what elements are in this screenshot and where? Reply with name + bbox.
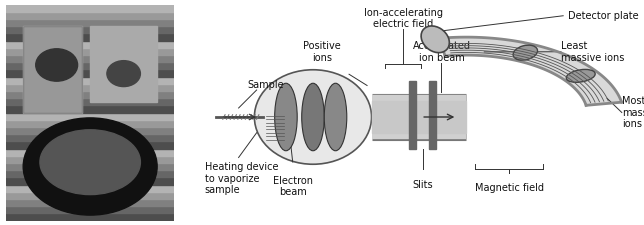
Polygon shape [439, 37, 621, 105]
Ellipse shape [274, 83, 297, 151]
Bar [6, 170, 174, 177]
Bar [6, 134, 174, 141]
Bar [6, 98, 174, 105]
Ellipse shape [421, 26, 450, 53]
Bar [23, 26, 82, 112]
Text: Electron
beam: Electron beam [272, 176, 313, 197]
Text: Slits: Slits [412, 180, 433, 190]
Bar [6, 19, 174, 26]
Bar [6, 163, 174, 170]
Bar [6, 62, 174, 69]
Ellipse shape [301, 83, 324, 151]
Bar [6, 105, 174, 112]
Ellipse shape [566, 70, 595, 82]
Bar [372, 101, 466, 133]
Bar [6, 206, 174, 213]
Bar [6, 48, 174, 55]
Bar [6, 33, 174, 40]
Bar [6, 76, 174, 84]
Bar [6, 69, 174, 76]
Bar [6, 127, 174, 134]
Ellipse shape [40, 130, 140, 195]
Bar [6, 177, 174, 184]
Bar [6, 156, 174, 163]
Bar [6, 213, 174, 220]
Bar [90, 26, 157, 102]
Bar [6, 199, 174, 206]
Bar [23, 26, 82, 112]
Bar [6, 55, 174, 62]
Bar [6, 192, 174, 199]
Text: Least
massive ions: Least massive ions [561, 41, 624, 63]
Bar [6, 120, 174, 127]
Ellipse shape [513, 45, 538, 60]
Ellipse shape [324, 83, 346, 151]
Bar [6, 112, 174, 120]
Bar [6, 184, 174, 192]
Bar [6, 141, 174, 149]
Text: Accelerated
ion beam: Accelerated ion beam [412, 41, 471, 63]
Bar [429, 81, 436, 148]
Text: Magnetic field: Magnetic field [475, 183, 544, 193]
Bar [6, 148, 174, 156]
Ellipse shape [23, 118, 157, 215]
Ellipse shape [107, 61, 140, 87]
Bar [408, 81, 416, 148]
Text: Detector plate: Detector plate [567, 11, 638, 21]
Ellipse shape [36, 49, 77, 81]
Bar [6, 4, 174, 12]
Bar [6, 91, 174, 98]
Bar [6, 12, 174, 19]
Text: Positive
ions: Positive ions [303, 41, 341, 63]
Ellipse shape [254, 70, 372, 164]
Bar [6, 40, 174, 48]
Bar [6, 26, 174, 33]
Text: Most
massive
ions: Most massive ions [621, 96, 644, 129]
Text: Ion-accelerating
electric field: Ion-accelerating electric field [364, 8, 442, 29]
Text: Sample: Sample [247, 80, 284, 90]
Text: Heating device
to vaporize
sample: Heating device to vaporize sample [205, 162, 278, 195]
Bar [6, 84, 174, 91]
